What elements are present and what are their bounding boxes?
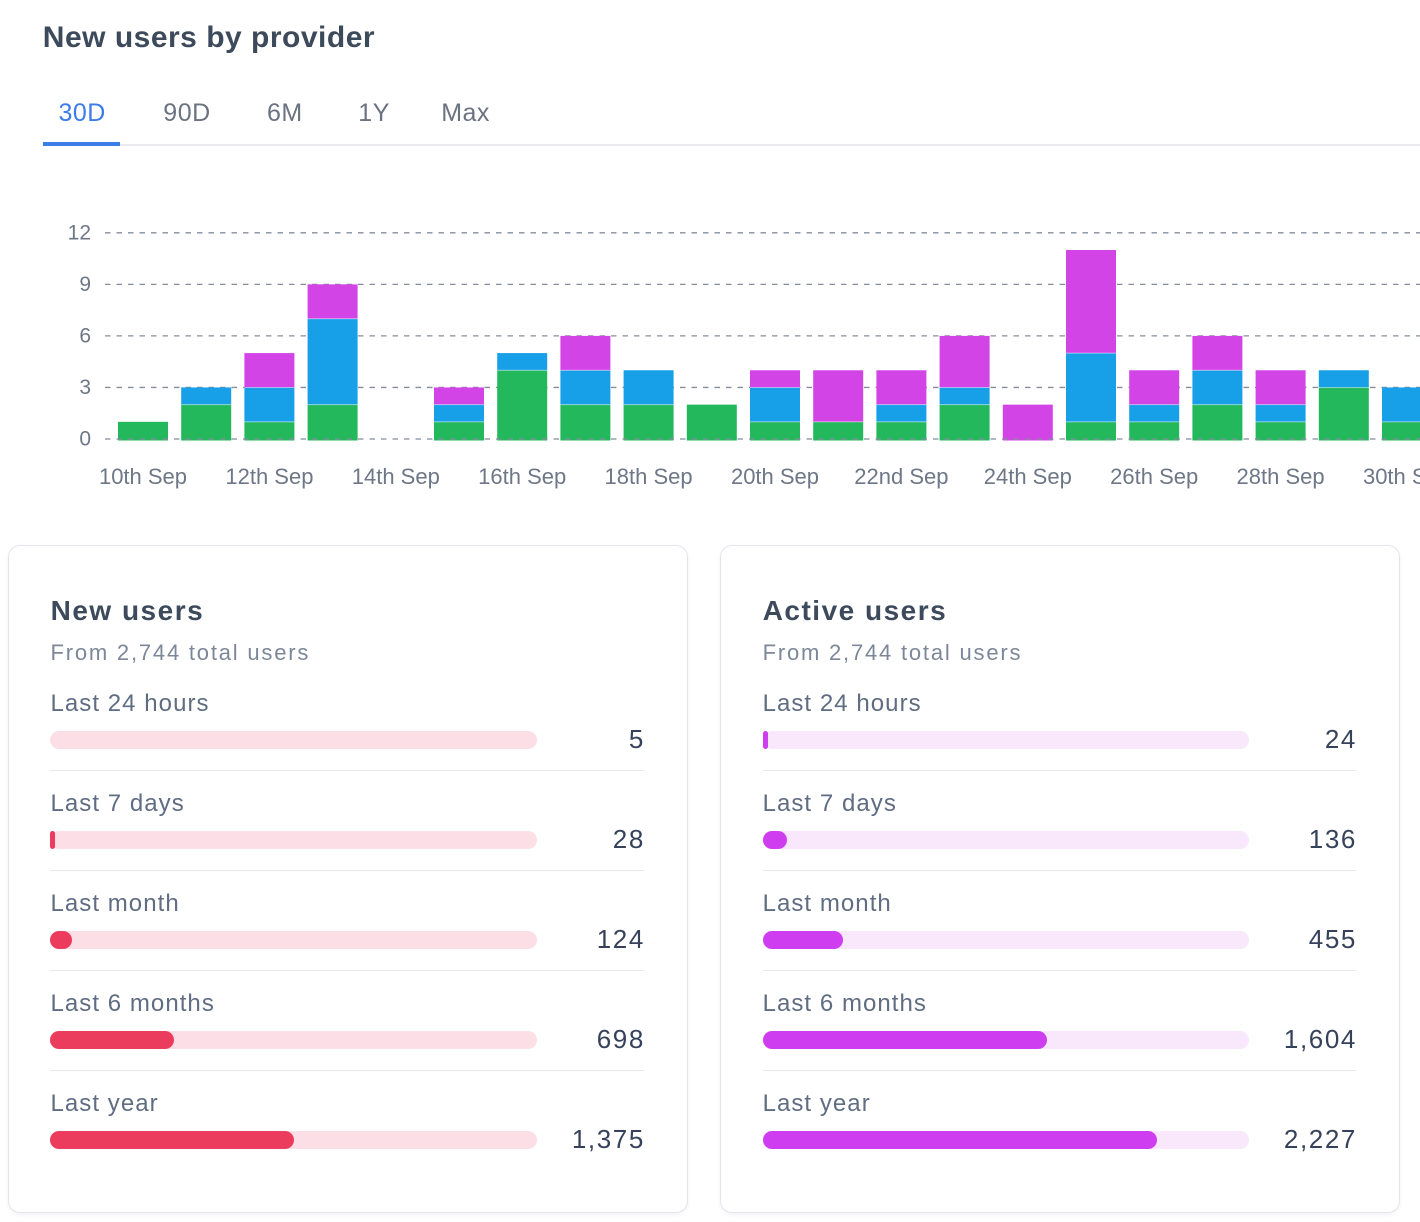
svg-text:16th Sep: 16th Sep — [478, 464, 566, 489]
svg-text:10th Sep: 10th Sep — [99, 464, 187, 489]
svg-text:12: 12 — [68, 221, 91, 244]
svg-text:3: 3 — [79, 376, 91, 399]
svg-text:12th Sep: 12th Sep — [225, 464, 313, 489]
svg-text:18th Sep: 18th Sep — [605, 464, 693, 489]
svg-text:6: 6 — [79, 324, 91, 347]
svg-text:9: 9 — [79, 273, 91, 296]
svg-text:26th Sep: 26th Sep — [1110, 464, 1198, 489]
svg-text:14th Sep: 14th Sep — [352, 464, 440, 489]
svg-text:28th Sep: 28th Sep — [1237, 464, 1325, 489]
svg-text:30th Sep: 30th Sep — [1363, 464, 1420, 489]
svg-text:20th Sep: 20th Sep — [731, 464, 819, 489]
svg-text:24th Sep: 24th Sep — [984, 464, 1072, 489]
svg-text:0: 0 — [79, 428, 91, 451]
svg-text:22nd Sep: 22nd Sep — [854, 464, 948, 489]
